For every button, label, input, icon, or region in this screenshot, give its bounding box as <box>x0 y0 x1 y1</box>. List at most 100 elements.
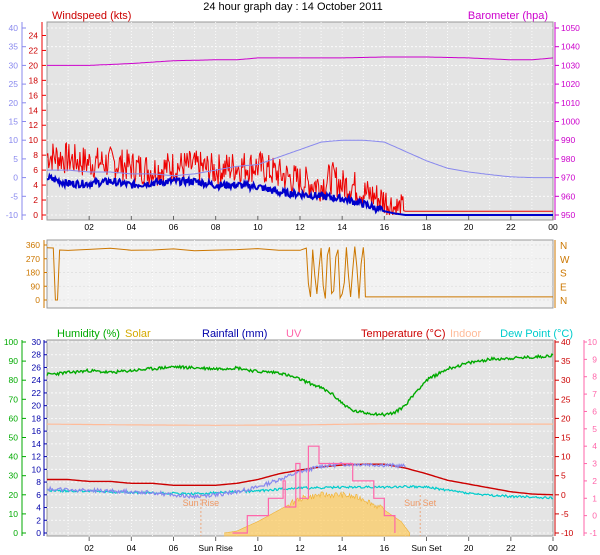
y-tick-label: 16 <box>29 90 39 100</box>
y-tick-label: 1 <box>592 493 597 503</box>
y-tick-label: 0 <box>33 210 38 220</box>
direction-series <box>46 246 553 301</box>
y-tick-label: 10 <box>561 452 571 462</box>
y-tick-label: 2 <box>592 476 597 486</box>
y-tick-label: 25 <box>561 394 571 404</box>
y-tick-label: 12 <box>32 452 42 462</box>
y-tick-label: 6 <box>33 165 38 175</box>
y-tick-label: 25 <box>9 79 19 89</box>
y-tick-label: 360 <box>26 240 40 250</box>
climate-series <box>46 353 554 537</box>
y-tick-label: 5 <box>561 471 566 481</box>
x-tick-label: 04 <box>127 222 137 232</box>
y-tick-label: 8 <box>36 477 41 487</box>
x-tick-label: 20 <box>464 543 474 553</box>
climate-axes: 0102030405060708090100024681012141618202… <box>4 337 597 553</box>
y-tick-label: 20 <box>9 490 19 500</box>
y-tick-label: 90 <box>9 356 19 366</box>
y-tick-label: 0 <box>36 528 41 538</box>
series-direction <box>46 246 553 301</box>
y-tick-label: 180 <box>26 268 40 278</box>
x-tick-label: 22 <box>506 543 516 553</box>
series-humidity <box>46 353 554 417</box>
legend-uv: UV <box>286 328 302 340</box>
legend-solar: Solar <box>125 328 151 340</box>
y-tick-label: 14 <box>29 105 39 115</box>
series-temp_scale <box>47 139 553 179</box>
y-tick-label: 20 <box>9 98 19 108</box>
x-tick-label: 04 <box>127 543 137 553</box>
y-tick-label: 30 <box>9 60 19 70</box>
wind-series <box>46 56 554 216</box>
compass-label: N <box>560 241 567 252</box>
y-tick-label: 80 <box>9 375 19 385</box>
y-tick-label: 28 <box>32 350 42 360</box>
y-tick-label: 2 <box>36 515 41 525</box>
compass-label: W <box>560 255 570 266</box>
y-tick-label: 50 <box>9 433 19 443</box>
y-tick-label: 7 <box>592 389 597 399</box>
y-tick-label: 5 <box>13 154 18 164</box>
legend-dewpoint: Dew Point (°C) <box>500 328 573 340</box>
y-tick-label: 270 <box>26 254 40 264</box>
y-tick-label: 970 <box>561 173 575 183</box>
y-tick-label: 2 <box>33 195 38 205</box>
y-tick-label: 15 <box>9 117 19 127</box>
barometer-title: Barometer (hpa) <box>468 10 548 22</box>
y-tick-label: 20 <box>29 60 39 70</box>
y-tick-label: 3 <box>592 459 597 469</box>
panel-wind: Windspeed (kts) Barometer (hpa) -10 -5 0 5 1… <box>6 10 580 232</box>
y-tick-label: 4 <box>36 503 41 513</box>
series-avg <box>46 172 553 216</box>
y-tick-label: 18 <box>32 413 42 423</box>
y-tick-label: 30 <box>9 471 19 481</box>
x-tick-label: 12 <box>295 222 305 232</box>
y-tick-label: 0 <box>592 511 597 521</box>
x-tick-label: 06 <box>169 543 179 553</box>
y-tick-label: 40 <box>9 452 19 462</box>
compass-label: E <box>560 282 567 293</box>
y-tick-label: 4 <box>33 180 38 190</box>
y-tick-label: -5 <box>561 509 569 519</box>
x-tick-label: 22 <box>506 222 516 232</box>
y-tick-label: 70 <box>9 394 19 404</box>
y-tick-label: 35 <box>561 356 571 366</box>
y-tick-label: 1020 <box>561 79 580 89</box>
y-tick-label: 20 <box>561 413 571 423</box>
legend-humidity: Humidity (%) <box>57 328 120 340</box>
y-tick-label: -10 <box>6 210 19 220</box>
compass-label: N <box>560 296 567 307</box>
x-tick-label: 10 <box>253 543 263 553</box>
y-tick-label: 990 <box>561 135 575 145</box>
y-tick-label: 30 <box>32 337 42 347</box>
x-tick-label: 06 <box>169 222 179 232</box>
y-tick-label: -10 <box>561 528 574 538</box>
y-tick-label: 10 <box>588 337 598 347</box>
y-tick-label: 40 <box>9 23 19 33</box>
x-tick-label: 02 <box>84 543 94 553</box>
y-tick-label: 4 <box>592 441 597 451</box>
sun-annotations: Sun Rise Sun Set <box>183 495 437 536</box>
x-tick-label: 12 <box>295 543 305 553</box>
y-tick-label: 60 <box>9 413 19 423</box>
series-solar_scale <box>46 461 406 500</box>
y-tick-label: 20 <box>32 401 42 411</box>
y-tick-label: 960 <box>561 191 575 201</box>
y-tick-label: 35 <box>9 42 19 52</box>
y-tick-label: 10 <box>29 135 39 145</box>
y-tick-label: 22 <box>29 45 39 55</box>
y-tick-label: 8 <box>592 372 597 382</box>
y-tick-label: 18 <box>29 75 39 85</box>
x-tick-label: 02 <box>84 222 94 232</box>
x-tick-label: 14 <box>337 222 347 232</box>
sunrise-label: Sun Rise <box>183 498 220 508</box>
y-tick-label: 1030 <box>561 60 580 70</box>
y-tick-label: 6 <box>592 406 597 416</box>
y-tick-label: 30 <box>561 375 571 385</box>
y-tick-label: -5 <box>10 191 18 201</box>
x-tick-label: Sun Set <box>411 543 442 553</box>
x-tick-label: 20 <box>464 222 474 232</box>
y-tick-label: 0 <box>561 490 566 500</box>
panel-climate: Humidity (%) Solar Rainfall (mm) UV Temp… <box>4 328 597 553</box>
